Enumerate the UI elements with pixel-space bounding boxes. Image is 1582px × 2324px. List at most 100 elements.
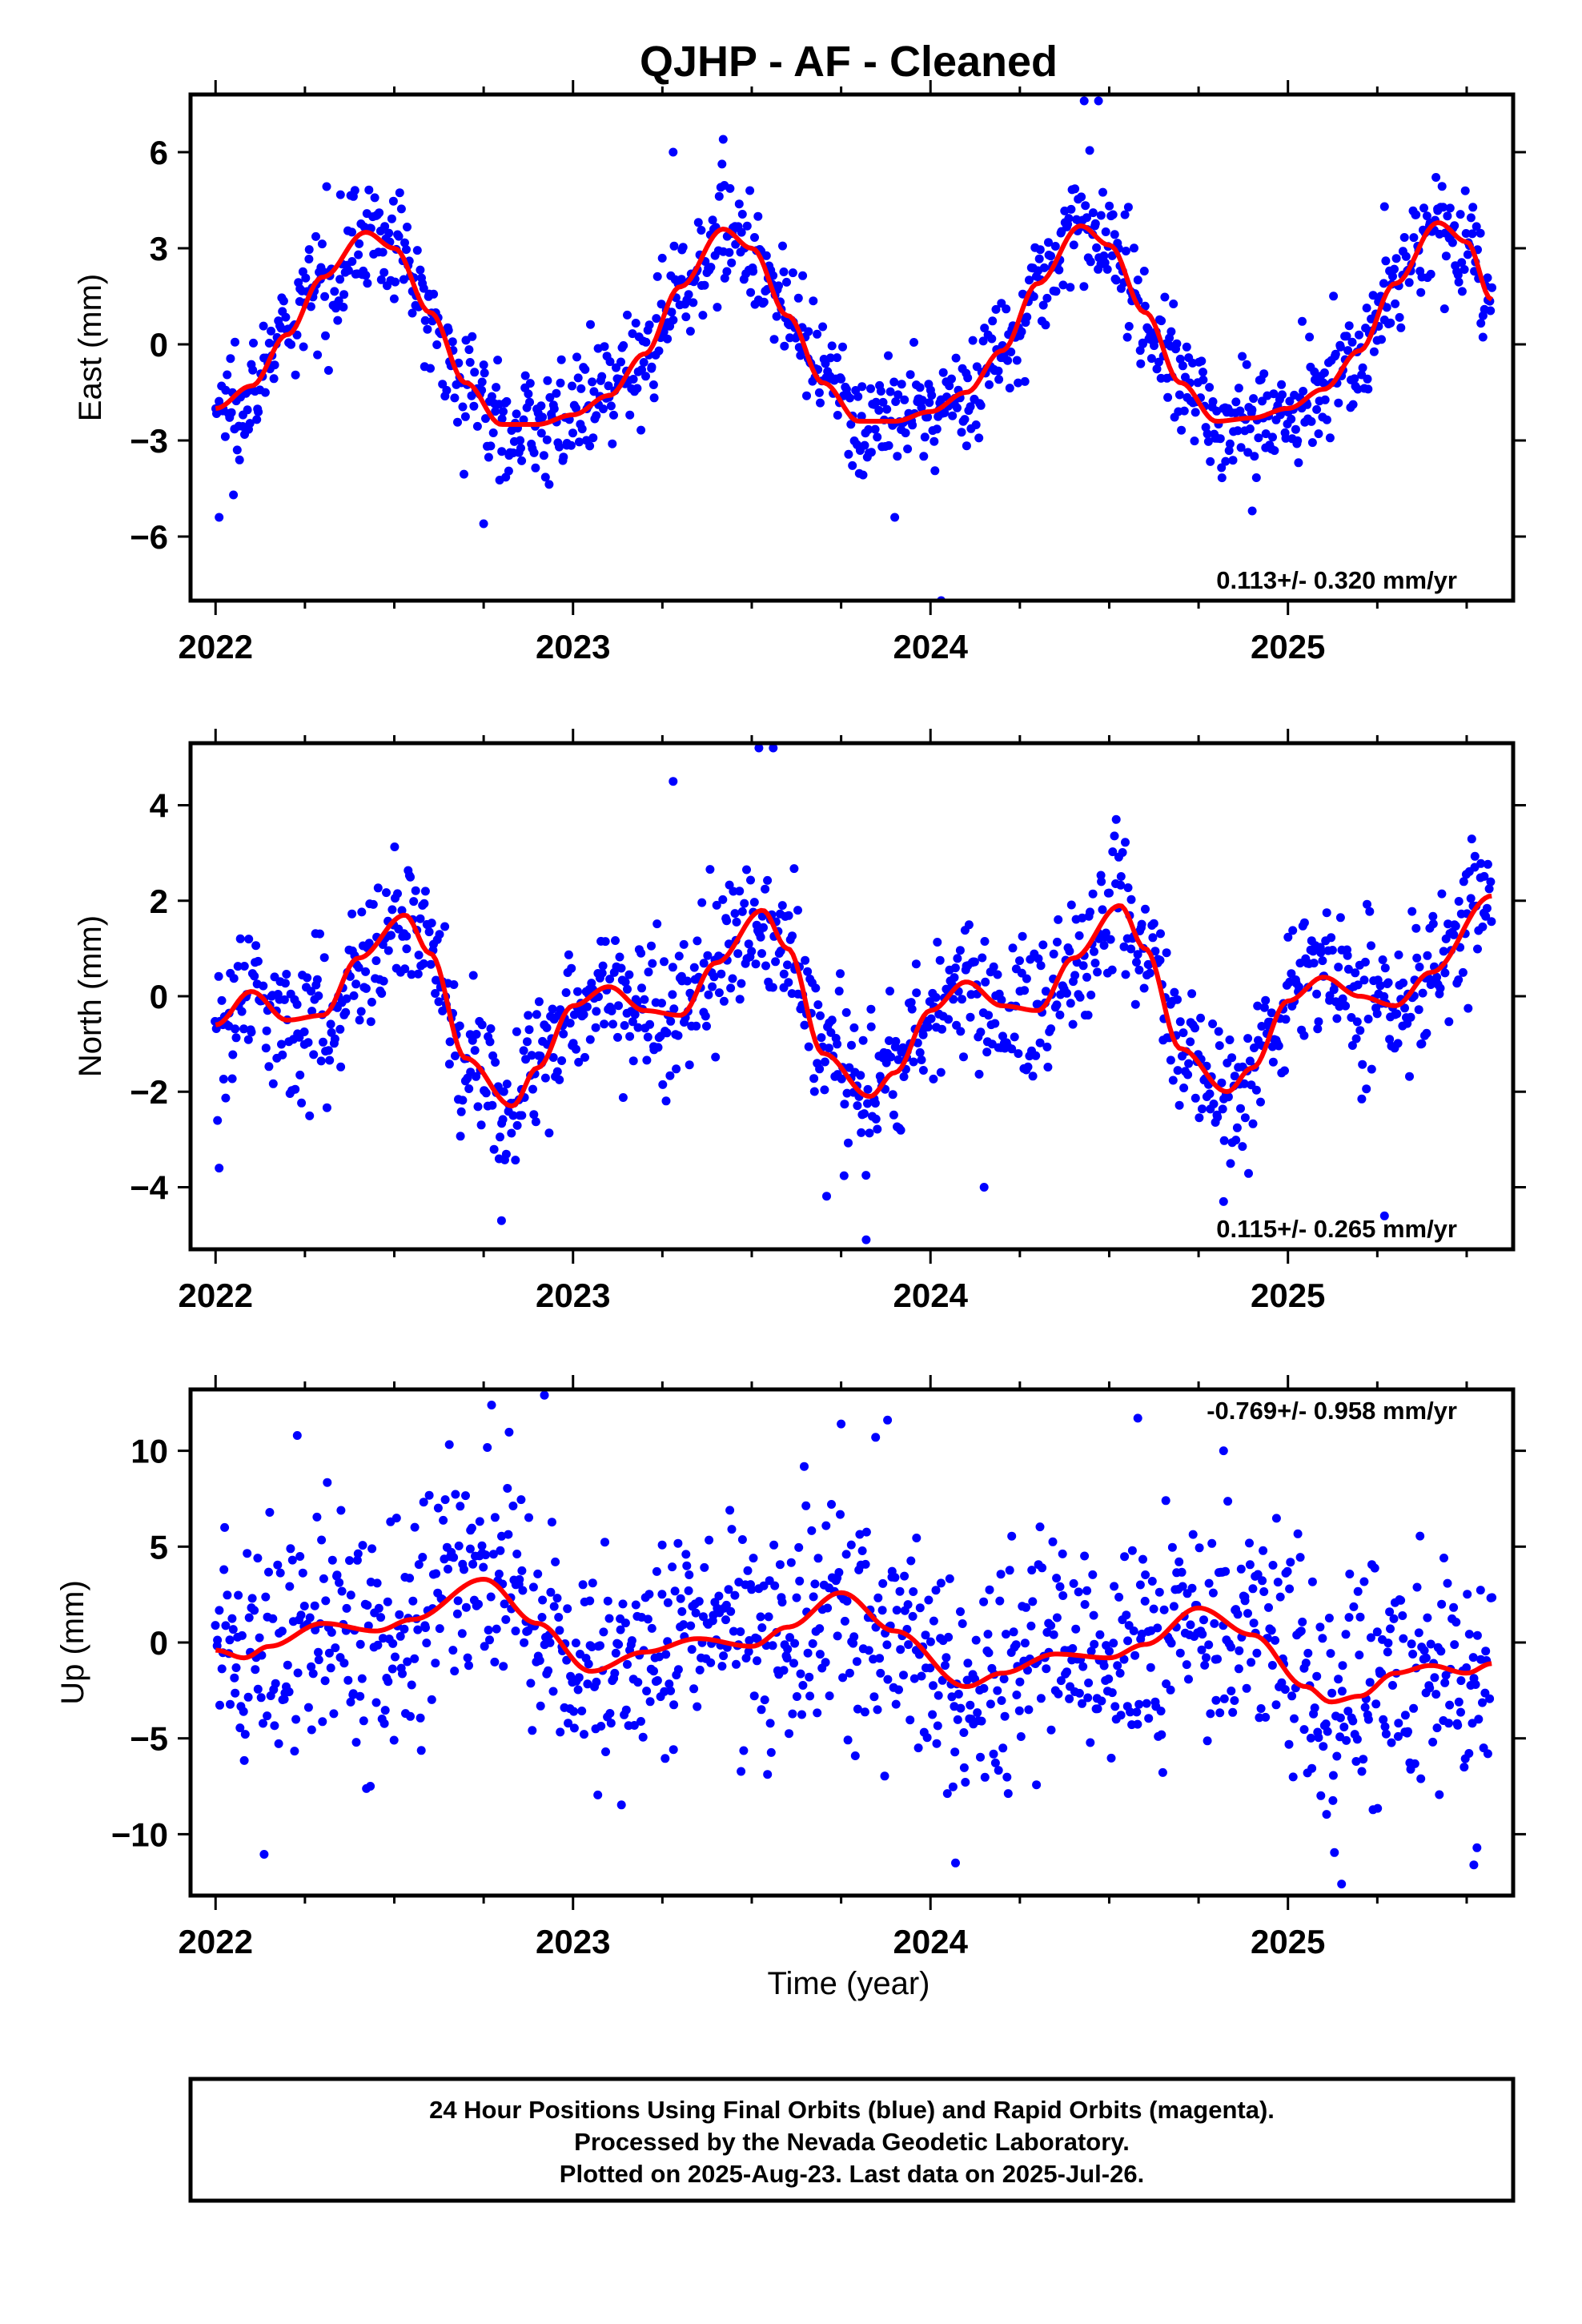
east-point [798, 271, 808, 280]
north-point [449, 980, 459, 989]
east-point [248, 365, 258, 375]
north-point [931, 993, 941, 1002]
up-point [727, 1525, 737, 1534]
east-point [774, 281, 783, 291]
up-point [926, 1663, 935, 1673]
up-point [1195, 1543, 1204, 1553]
up-point [917, 1671, 926, 1681]
east-point [1379, 202, 1389, 211]
up-point [1318, 1634, 1327, 1643]
north-point [1208, 1019, 1218, 1028]
north-point [445, 1037, 455, 1047]
north-point [1049, 949, 1058, 959]
north-point [1074, 931, 1084, 940]
north-point [1099, 941, 1109, 950]
north-point [1327, 933, 1336, 943]
east-point [873, 432, 882, 442]
north-point [531, 1117, 540, 1127]
up-point [314, 1647, 323, 1657]
up-point [467, 1523, 476, 1533]
up-point [379, 1719, 389, 1728]
north-point [319, 1037, 327, 1047]
north-point [870, 1099, 880, 1108]
east-point [1160, 292, 1170, 302]
north-point [728, 974, 737, 983]
north-point [1162, 948, 1171, 958]
north-point [314, 991, 323, 1000]
up-point [273, 1560, 283, 1570]
up-point [1162, 1679, 1171, 1689]
east-point [1439, 304, 1449, 314]
north-point [420, 899, 429, 908]
east-point [1102, 264, 1112, 274]
up-point [668, 1562, 677, 1572]
east-point [1242, 360, 1251, 369]
up-point [389, 1735, 399, 1745]
up-point [1456, 1707, 1465, 1717]
up-point [1166, 1685, 1175, 1695]
east-point [1388, 271, 1397, 281]
east-point [259, 321, 268, 331]
up-point [876, 1668, 885, 1678]
north-point [747, 947, 757, 956]
up-point [1468, 1719, 1477, 1728]
up-point [1204, 1578, 1214, 1588]
up-point [1178, 1582, 1187, 1591]
up-point [1133, 1413, 1142, 1423]
north-point [1243, 1034, 1253, 1043]
footer-line-1: 24 Hour Positions Using Final Orbits (bl… [429, 2096, 1275, 2124]
up-point [1219, 1694, 1229, 1703]
east-point [606, 401, 616, 411]
up-point [753, 1656, 761, 1666]
east-point [1190, 436, 1199, 446]
east-point [846, 420, 856, 429]
up-ytick-label: −5 [130, 1720, 168, 1758]
up-point [1444, 1719, 1453, 1728]
north-point [237, 1007, 247, 1016]
up-point [633, 1678, 643, 1687]
up-point [295, 1552, 305, 1561]
east-point [1396, 323, 1406, 332]
up-point [230, 1673, 239, 1683]
east-point [948, 411, 958, 420]
up-point [905, 1715, 915, 1725]
north-point [330, 1034, 339, 1043]
east-point [334, 296, 343, 306]
north-point [451, 1051, 460, 1060]
up-point [410, 1522, 420, 1532]
up-point [1328, 1771, 1338, 1780]
north-point [291, 1084, 300, 1094]
east-point [350, 186, 359, 195]
north-point [896, 1125, 905, 1135]
up-point [1154, 1587, 1164, 1597]
east-point [347, 257, 357, 266]
north-point [692, 1021, 701, 1031]
up-point [452, 1609, 462, 1618]
north-point [458, 1096, 468, 1105]
north-point [1261, 995, 1271, 1005]
up-point [959, 1763, 969, 1772]
up-point [391, 1652, 400, 1662]
east-point [1203, 429, 1212, 439]
east-point [235, 455, 244, 464]
north-point [1464, 1003, 1473, 1013]
east-point [976, 400, 986, 410]
up-point [601, 1747, 610, 1756]
up-point [1207, 1538, 1217, 1548]
up-point [875, 1654, 885, 1663]
up-point [1177, 1567, 1186, 1577]
up-point [1314, 1733, 1323, 1743]
up-point [263, 1711, 272, 1721]
north-point [719, 996, 729, 1006]
east-point [746, 287, 756, 297]
up-point [490, 1513, 500, 1522]
east-point [465, 358, 475, 367]
up-point [1280, 1685, 1290, 1695]
up-point [1203, 1736, 1212, 1746]
up-point [838, 1673, 848, 1683]
east-point [600, 342, 609, 352]
north-point [1046, 1024, 1056, 1034]
north-point [548, 1004, 557, 1014]
north-point [907, 1004, 917, 1014]
up-point [953, 1715, 962, 1724]
